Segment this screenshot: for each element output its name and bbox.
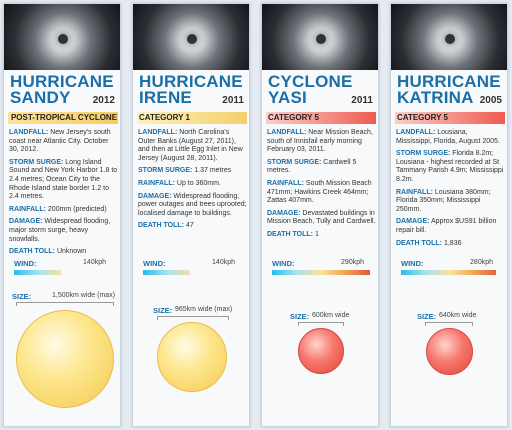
death-toll-text: 1	[314, 230, 319, 238]
storm-surge-text: Cardwell 5 metres.	[267, 158, 357, 175]
rainfall-text: Lousiana 380mm; Florida 350mm; Mississip…	[396, 188, 491, 213]
rainfall-text: 200mm (predicted)	[47, 205, 107, 213]
card-irene: HURRICANE IRENE 2011 CATEGORY 1 LANDFALL…	[132, 3, 250, 427]
details: LANDFALL: Near Mission Beach, south of I…	[267, 129, 376, 244]
storm-surge-label: STORM SURGE:	[396, 150, 451, 158]
wind-label: WIND:	[14, 259, 37, 268]
storm-year: 2011	[351, 95, 373, 106]
death-toll-text: Unknown	[56, 248, 87, 256]
damage-label: DAMAGE:	[9, 218, 43, 226]
storm-surge-text: 1.37 metres	[194, 167, 232, 175]
storm-surge-label: STORM SURGE:	[267, 158, 322, 166]
landfall-label: LANDFALL:	[138, 129, 178, 136]
storm-eye-icon	[187, 34, 197, 44]
death-toll-text: 47	[185, 222, 194, 230]
size-circle	[426, 328, 473, 375]
wind-value: 140kph	[212, 259, 235, 266]
death-toll-label: DEATH TOLL:	[138, 222, 185, 230]
landfall-text: Near Mission Beach, south of Innisfail e…	[267, 129, 373, 154]
wind-label: WIND:	[401, 259, 424, 268]
storm-surge-text: Long Island Sound and New York Harbor 1.…	[9, 158, 118, 201]
landfall-label: LANDFALL:	[396, 129, 436, 136]
damage-text: Widespread flooding, power outages and t…	[138, 192, 247, 217]
category-banner: CATEGORY 1	[137, 112, 247, 124]
damage-text: Widespread flooding, major storm surge, …	[9, 218, 111, 243]
storm-eye-icon	[445, 34, 455, 44]
damage-text: Devastated buildings in Mission Beach, T…	[267, 209, 376, 226]
size-bracket	[298, 322, 344, 326]
wind-bar	[14, 270, 61, 275]
death-toll-label: DEATH TOLL:	[267, 230, 314, 238]
category-banner: CATEGORY 5	[395, 112, 505, 124]
size-label: SIZE:	[417, 312, 437, 321]
death-toll-label: DEATH TOLL:	[9, 248, 56, 256]
storm-year: 2012	[92, 95, 115, 106]
storm-surge-label: STORM SURGE:	[9, 158, 64, 166]
landfall-label: LANDFALL:	[267, 129, 307, 136]
hurricane-comparison: HURRICANE SANDY 2012 POST-TROPICAL CYCLO…	[3, 3, 509, 427]
damage-text: Approx $US91 billion repair bill.	[396, 218, 497, 234]
landfall-text: New Jersey's south coast near Atlantic C…	[9, 129, 111, 154]
satellite-image	[262, 4, 378, 70]
size-circle	[16, 310, 114, 408]
rainfall-label: RAINFALL:	[396, 188, 433, 196]
storm-name: HURRICANE IRENE	[139, 72, 243, 107]
damage-label: DAMAGE:	[396, 218, 430, 226]
storm-year: 2005	[479, 95, 502, 106]
size-value: 640km wide	[439, 312, 477, 319]
wind-value: 290kph	[341, 259, 364, 266]
wind-bar	[272, 270, 370, 275]
wind-value: 280kph	[470, 259, 493, 266]
landfall-text: Lousiana, Mississippi, Florida, August 2…	[396, 129, 500, 145]
storm-name: HURRICANE SANDY	[10, 72, 114, 107]
wind-value: 140kph	[83, 259, 106, 266]
size-label: SIZE:	[153, 306, 173, 315]
details: LANDFALL: Lousiana, Mississippi, Florida…	[396, 129, 505, 252]
size-label: SIZE:	[290, 312, 310, 321]
damage-label: DAMAGE:	[267, 209, 301, 217]
size-bracket	[425, 322, 473, 326]
size-value: 600km wide	[312, 312, 350, 319]
rainfall-label: RAINFALL:	[9, 205, 46, 213]
storm-surge-label: STORM SURGE:	[138, 167, 193, 175]
size-value: 1,500km wide (max)	[52, 292, 116, 299]
storm-name: CYCLONE YASI	[268, 72, 353, 107]
rainfall-text: South Mission Beach 471mm; Hawkins Creek…	[267, 179, 372, 205]
category-banner: CATEGORY 5	[266, 112, 376, 124]
details: LANDFALL: New Jersey's south coast near …	[9, 129, 118, 261]
storm-eye-icon	[316, 34, 326, 44]
details: LANDFALL: North Carolina's Outer Banks (…	[138, 129, 247, 235]
size-circle	[298, 328, 344, 374]
death-toll-label: DEATH TOLL:	[396, 239, 443, 247]
card-yasi: CYCLONE YASI 2011 CATEGORY 5 LANDFALL: N…	[261, 3, 379, 427]
satellite-image	[133, 4, 249, 70]
rainfall-label: RAINFALL:	[267, 179, 304, 187]
death-toll-text: 1,836	[443, 239, 462, 247]
satellite-image	[391, 4, 507, 70]
landfall-label: LANDFALL:	[9, 129, 49, 136]
size-circle	[157, 322, 227, 392]
size-value: 965km wide (max)	[175, 306, 233, 313]
rainfall-text: Up to 360mm.	[176, 179, 221, 187]
storm-year: 2011	[222, 95, 244, 106]
satellite-image	[4, 4, 120, 70]
landfall-text: North Carolina's Outer Banks (August 27,…	[138, 129, 243, 162]
card-sandy: HURRICANE SANDY 2012 POST-TROPICAL CYCLO…	[3, 3, 121, 427]
rainfall-label: RAINFALL:	[138, 179, 175, 187]
size-bracket	[157, 316, 229, 320]
size-bracket	[16, 302, 114, 306]
storm-eye-icon	[58, 34, 68, 44]
wind-label: WIND:	[143, 259, 166, 268]
wind-bar	[143, 270, 190, 275]
size-label: SIZE:	[12, 292, 32, 301]
damage-label: DAMAGE:	[138, 192, 172, 200]
category-banner: POST-TROPICAL CYCLONE	[8, 112, 118, 124]
wind-bar	[401, 270, 496, 275]
storm-name: HURRICANE KATRINA	[397, 72, 501, 107]
wind-label: WIND:	[272, 259, 295, 268]
storm-surge-text: Florida 8.2m; Lousiana - highest recorde…	[396, 150, 504, 183]
card-katrina: HURRICANE KATRINA 2005 CATEGORY 5 LANDFA…	[390, 3, 508, 427]
